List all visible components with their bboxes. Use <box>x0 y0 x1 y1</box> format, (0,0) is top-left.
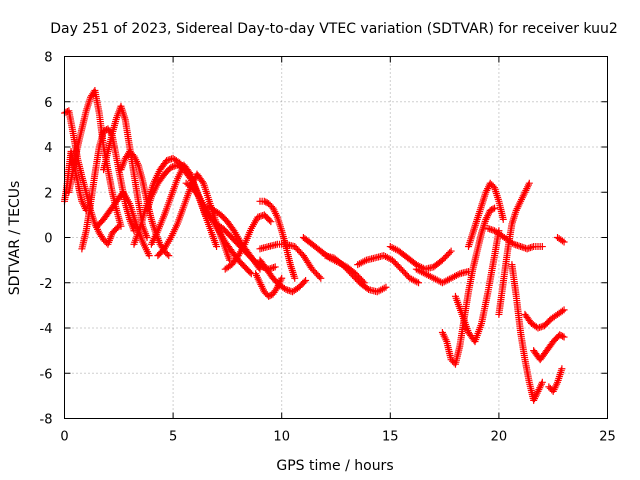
data-point <box>280 284 288 292</box>
y-tick-label: -4 <box>40 322 53 337</box>
data-point <box>278 274 286 282</box>
data-point <box>198 178 206 186</box>
data-point <box>447 247 455 255</box>
data-point <box>163 250 171 258</box>
y-tick-label: 0 <box>44 232 52 247</box>
data-point <box>315 273 323 281</box>
x-tick-label: 15 <box>382 430 399 445</box>
data-point <box>558 307 566 315</box>
x-tick-label: 10 <box>273 430 290 445</box>
x-tick-label: 0 <box>60 430 68 445</box>
data-point <box>525 179 533 187</box>
data-point <box>499 215 507 223</box>
x-tick-label: 5 <box>169 430 177 445</box>
data-point <box>213 243 221 251</box>
y-tick-label: -8 <box>40 413 53 428</box>
y-tick-label: 2 <box>44 186 52 201</box>
data-point <box>317 274 325 282</box>
y-tick-label: 8 <box>44 51 52 66</box>
data-point <box>291 274 299 282</box>
data-point <box>246 268 254 276</box>
data-point <box>363 284 371 292</box>
data-point <box>538 378 546 386</box>
data-point <box>302 276 310 284</box>
data-point <box>558 365 566 373</box>
chart-title: Day 251 of 2023, Sidereal Day-to-day VTE… <box>50 21 618 37</box>
axis-ticks: 0 5 10 15 20 25 -8 -6 -4 -2 0 2 4 6 8 <box>40 51 616 445</box>
data-point <box>272 285 280 293</box>
data-point <box>538 243 546 251</box>
y-tick-label: 4 <box>44 141 52 156</box>
data-point <box>185 169 193 177</box>
data-point <box>382 283 390 291</box>
data-point <box>559 332 567 340</box>
x-axis-label: GPS time / hours <box>276 458 393 474</box>
data-point <box>267 218 275 226</box>
data-point <box>415 279 423 287</box>
x-tick-label: 20 <box>491 430 508 445</box>
data-point <box>558 237 566 245</box>
x-tick-label: 25 <box>599 430 616 445</box>
y-tick-label: -2 <box>40 277 53 292</box>
data-point <box>117 222 125 230</box>
data-point <box>560 306 568 314</box>
data-point <box>271 263 279 271</box>
data-point <box>491 204 499 212</box>
data-point <box>300 278 308 286</box>
data-point <box>489 205 497 213</box>
data-point <box>145 252 153 260</box>
y-tick-label: 6 <box>44 96 52 111</box>
data-point <box>446 249 454 257</box>
data-point <box>165 252 173 260</box>
y-tick-label: -6 <box>40 367 53 382</box>
data-points <box>61 86 568 404</box>
plot-frame <box>64 56 608 419</box>
data-point <box>560 333 568 341</box>
data-point <box>266 216 274 224</box>
data-point <box>560 238 568 246</box>
y-axis-label: SDTVAR / TECUs <box>7 181 23 296</box>
